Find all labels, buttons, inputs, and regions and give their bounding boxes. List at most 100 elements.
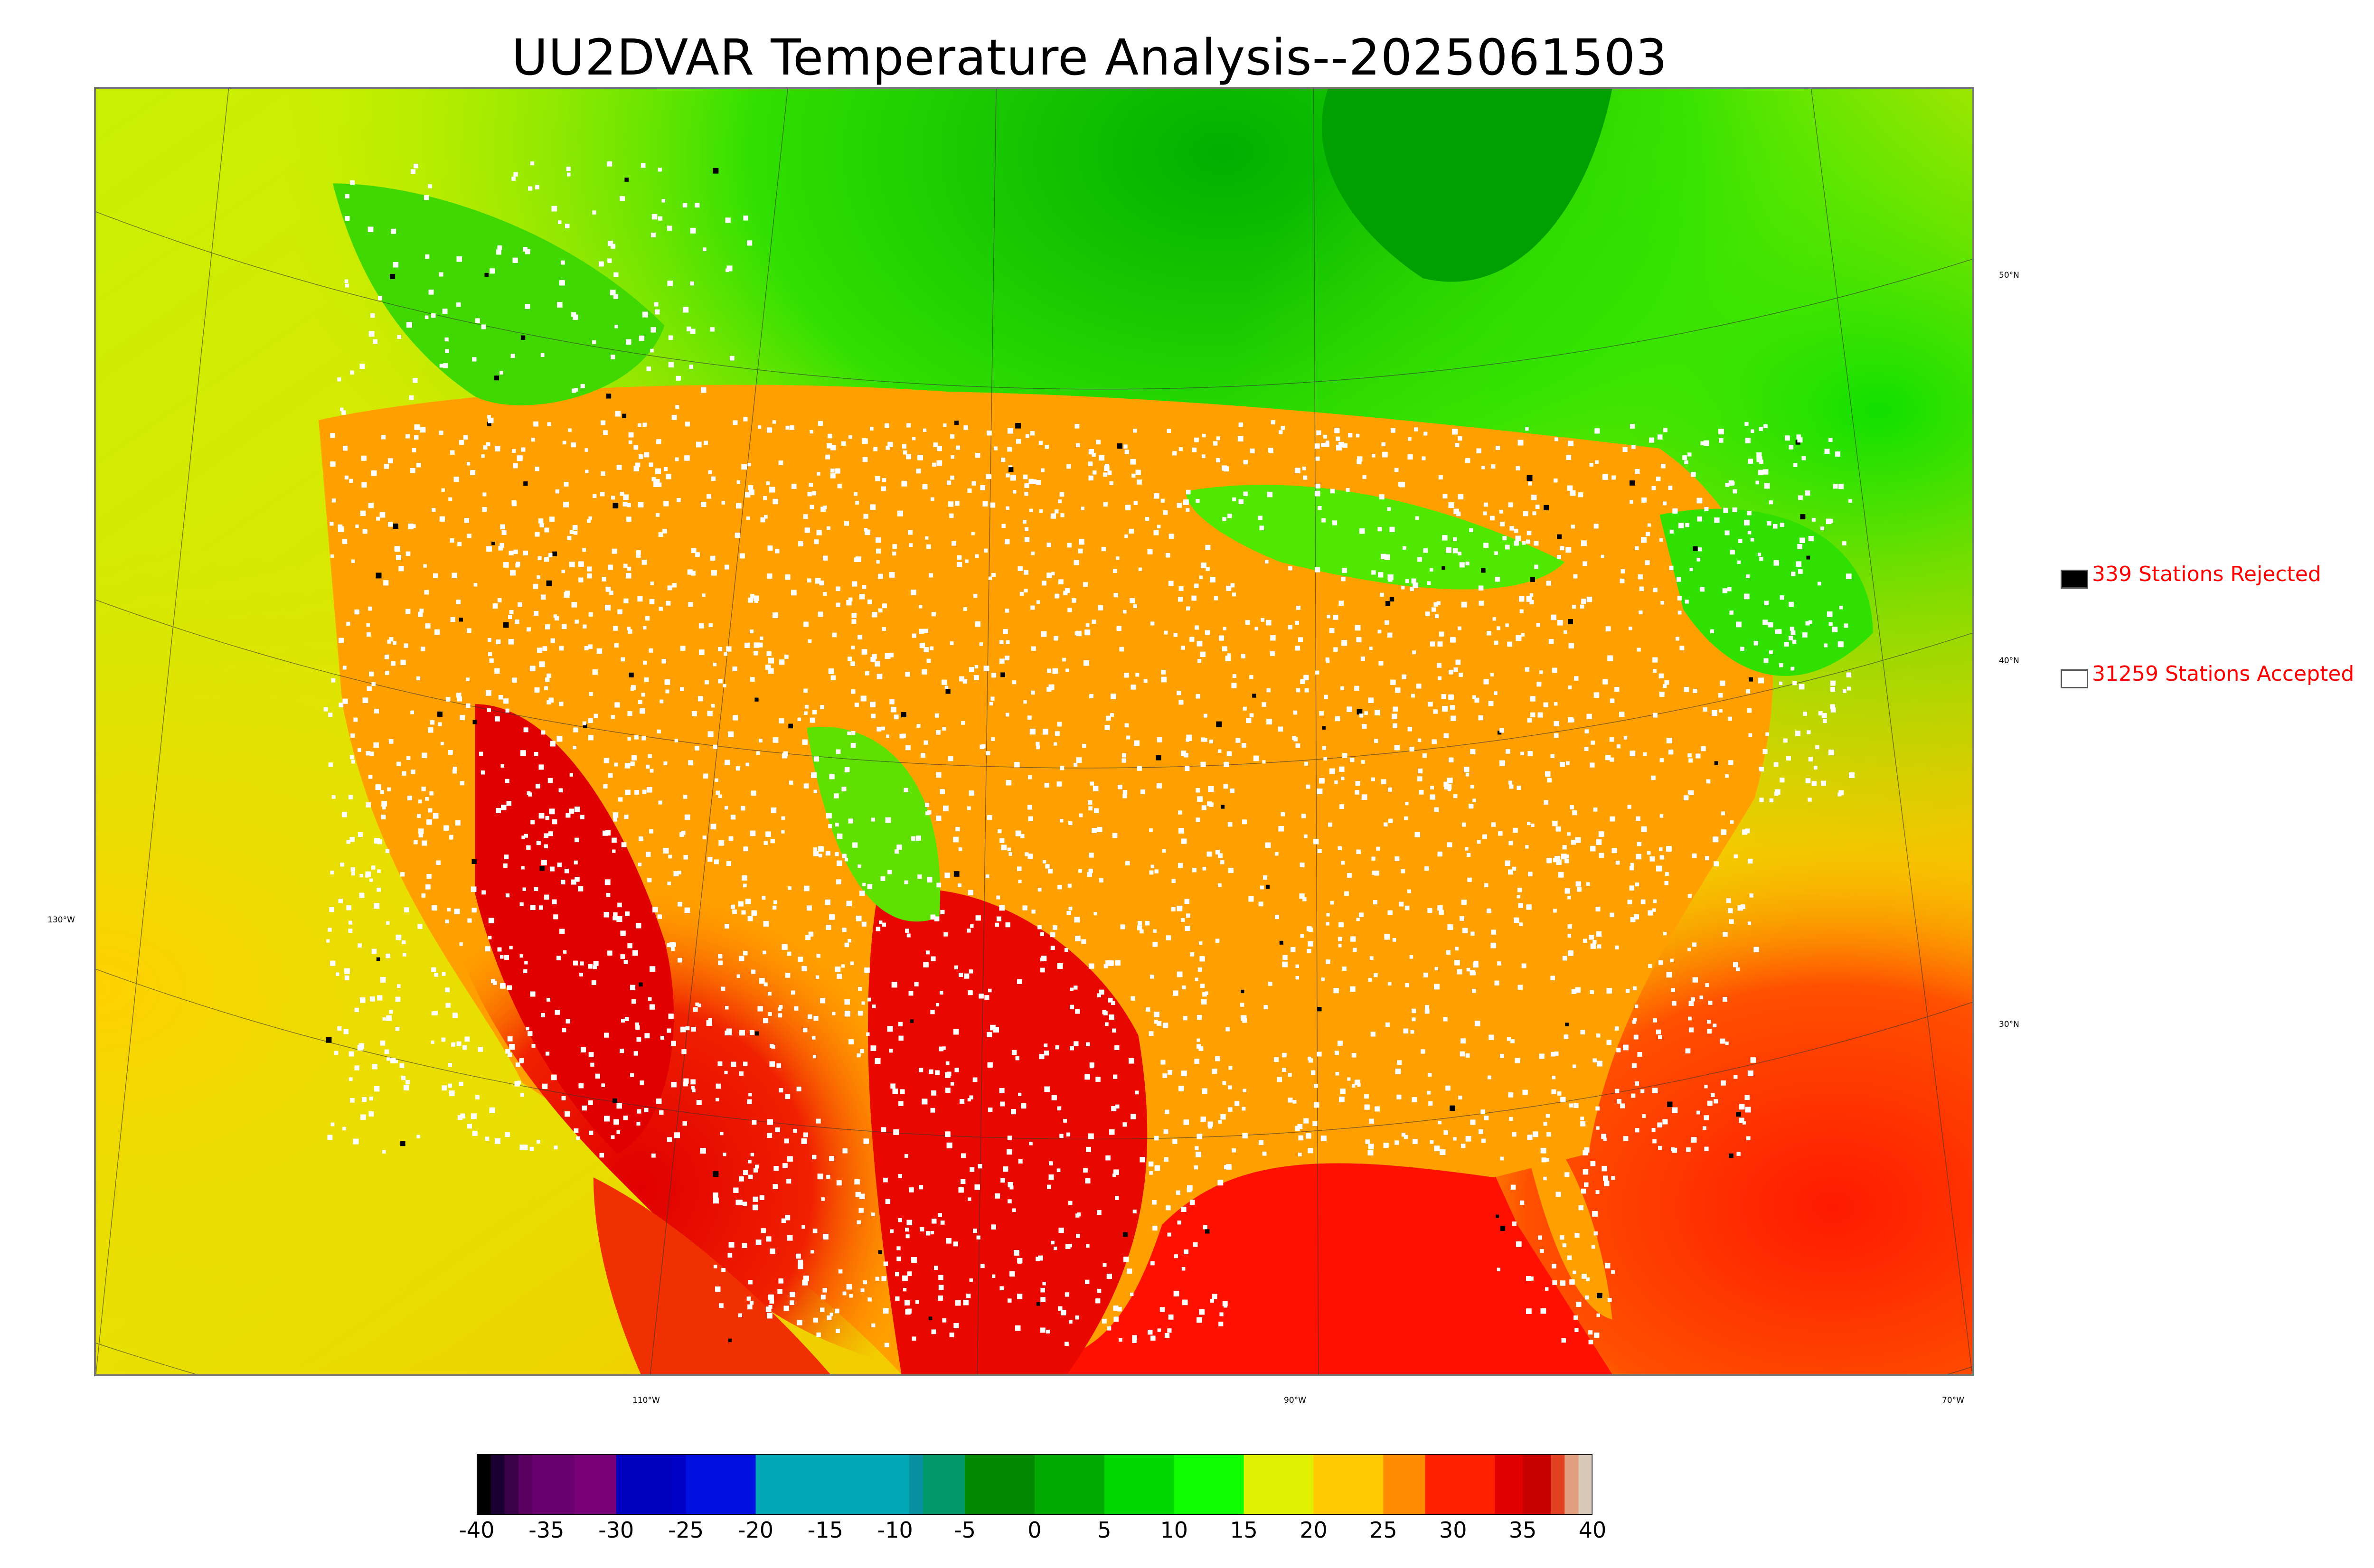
station-point [1150,975,1154,979]
station-point [861,1001,865,1005]
station-point [1656,476,1661,481]
station-point [588,644,593,649]
station-point [871,1212,875,1216]
station-point [803,688,808,693]
station-point [1376,846,1380,851]
station-point [1799,684,1805,690]
station-point [1350,936,1356,942]
station-point [713,168,719,174]
station-point [772,498,778,505]
station-point [624,763,631,769]
station-point [937,446,942,451]
station-point [656,513,660,517]
station-point [405,551,411,556]
station-point [851,689,856,694]
great-lakes-cool [1186,485,1565,590]
station-point [418,833,423,838]
station-point [820,1307,825,1312]
station-point [501,530,507,535]
station-point [864,527,868,532]
station-point [442,972,446,976]
station-point [1355,790,1360,795]
station-point [1334,780,1338,784]
station-point [724,1070,728,1074]
station-point [455,820,461,826]
station-point [1546,858,1552,864]
station-point [1324,695,1328,699]
station-point [844,767,850,772]
station-point [340,407,344,411]
station-point [503,863,508,868]
station-point [1514,917,1519,923]
station-point [530,905,536,911]
station-point [454,909,460,914]
station-point [1223,784,1228,789]
station-point [425,254,430,259]
station-point [1786,756,1791,761]
station-point [1040,932,1044,936]
station-point [1723,507,1728,513]
station-point [1216,436,1220,441]
station-point [377,995,383,1001]
station-point [1630,863,1634,867]
station-point [411,770,415,774]
station-point [870,504,876,510]
station-point [1677,577,1681,582]
station-point [896,1246,901,1250]
station-point [1581,599,1586,604]
station-point [1119,647,1124,652]
station-point [396,554,401,561]
station-point [344,975,349,980]
station-point [1178,700,1184,705]
station-point [389,637,394,642]
station-point [587,519,591,523]
station-point [423,564,427,568]
station-point [1198,941,1203,945]
station-point [1581,540,1587,546]
station-point [988,988,992,993]
station-point [1084,1074,1091,1080]
station-point [1635,1005,1639,1008]
station-point [1729,1153,1733,1158]
station-point [1025,852,1029,856]
station-point [650,966,656,972]
station-point [452,767,457,771]
station-point [1203,1225,1207,1230]
station-point [1336,436,1340,441]
station-point [557,863,562,867]
station-point [1668,486,1673,490]
station-point [399,1063,405,1068]
station-point [1536,623,1540,627]
station-point [883,1308,889,1314]
station-point [416,1135,420,1138]
station-point [938,1213,942,1217]
station-point [659,1110,664,1115]
station-point [331,795,336,799]
station-point [668,335,673,340]
station-point [519,902,524,906]
station-point [575,877,580,882]
station-point [1001,845,1007,851]
station-point [1745,1107,1751,1113]
station-point [1135,673,1140,677]
station-point [1051,1095,1057,1100]
station-point [573,746,576,750]
station-point [695,552,700,557]
station-point [1574,676,1579,681]
station-point [1611,848,1617,854]
station-point [355,524,359,528]
station-point [342,1127,346,1131]
station-point [1183,1119,1189,1125]
station-point [479,751,483,756]
station-point [1206,851,1212,857]
station-point [987,474,992,479]
station-point [1599,853,1604,858]
station-point [1811,781,1817,786]
station-point [1338,1097,1345,1102]
station-point [1023,474,1028,479]
station-point [1185,766,1190,771]
station-point [575,620,579,624]
station-point [848,1039,854,1045]
station-point [925,803,929,807]
station-point [830,675,836,680]
